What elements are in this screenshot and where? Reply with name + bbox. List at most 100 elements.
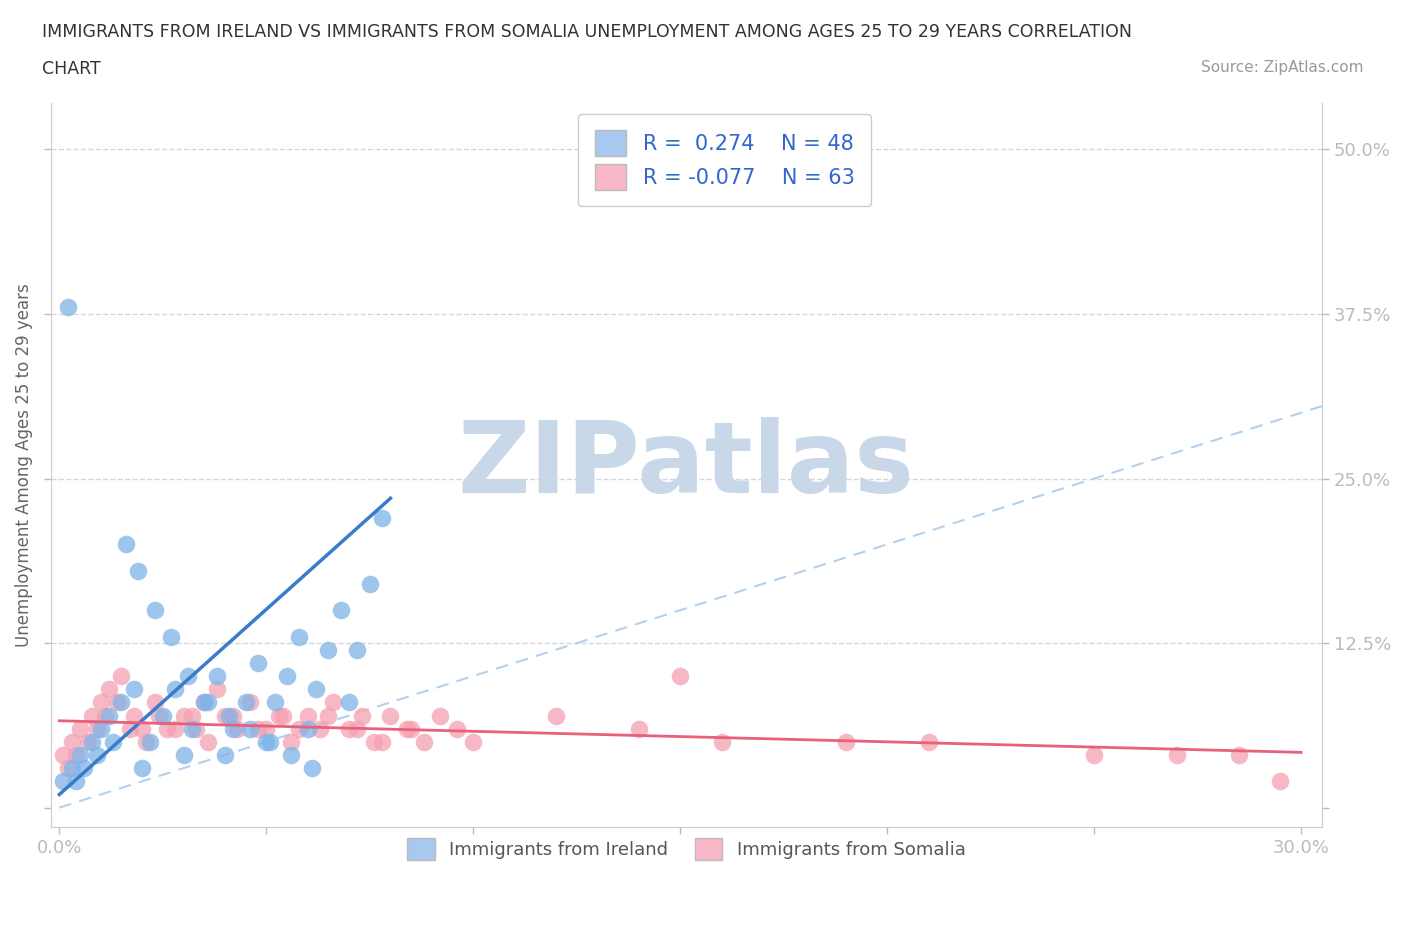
Point xyxy=(205,669,228,684)
Point xyxy=(148,708,170,723)
Text: ZIPatlas: ZIPatlas xyxy=(458,417,915,514)
Point xyxy=(139,735,162,750)
Point xyxy=(226,722,249,737)
Point xyxy=(350,708,373,723)
Point xyxy=(305,682,328,697)
Point xyxy=(98,708,121,723)
Point xyxy=(193,695,215,710)
Point xyxy=(318,708,340,723)
Point xyxy=(380,708,402,723)
Point xyxy=(371,735,394,750)
Point xyxy=(222,722,245,737)
Point xyxy=(197,695,219,710)
Point xyxy=(135,735,157,750)
Point xyxy=(105,695,128,710)
Point xyxy=(69,722,91,737)
Point xyxy=(156,722,179,737)
Point xyxy=(371,511,394,525)
Point xyxy=(917,735,939,750)
Point xyxy=(65,748,87,763)
Point xyxy=(254,722,277,737)
Point xyxy=(131,761,153,776)
Point xyxy=(627,722,650,737)
Point xyxy=(276,669,298,684)
Point xyxy=(363,735,385,750)
Point xyxy=(544,708,567,723)
Point xyxy=(288,722,311,737)
Point xyxy=(82,708,104,723)
Point xyxy=(429,708,451,723)
Point xyxy=(239,695,262,710)
Point xyxy=(346,722,368,737)
Point xyxy=(193,695,215,710)
Point xyxy=(399,722,422,737)
Point xyxy=(197,735,219,750)
Point xyxy=(271,708,294,723)
Point xyxy=(329,603,352,618)
Point xyxy=(214,748,236,763)
Point xyxy=(259,735,281,750)
Point xyxy=(337,695,360,710)
Point xyxy=(86,722,108,737)
Point xyxy=(101,735,124,750)
Point xyxy=(122,682,145,697)
Point xyxy=(214,708,236,723)
Text: IMMIGRANTS FROM IRELAND VS IMMIGRANTS FROM SOMALIA UNEMPLOYMENT AMONG AGES 25 TO: IMMIGRANTS FROM IRELAND VS IMMIGRANTS FR… xyxy=(42,23,1132,41)
Point xyxy=(254,735,277,750)
Point xyxy=(73,761,96,776)
Point xyxy=(297,708,319,723)
Point xyxy=(1270,774,1292,789)
Point xyxy=(60,761,83,776)
Point xyxy=(669,669,692,684)
Point xyxy=(322,695,344,710)
Point xyxy=(173,708,195,723)
Point xyxy=(56,300,79,315)
Point xyxy=(180,722,202,737)
Point xyxy=(118,722,141,737)
Point xyxy=(297,722,319,737)
Point xyxy=(239,722,262,737)
Point xyxy=(143,603,166,618)
Point xyxy=(122,708,145,723)
Point xyxy=(90,722,112,737)
Point xyxy=(94,708,117,723)
Point xyxy=(247,722,270,737)
Point xyxy=(110,695,132,710)
Point xyxy=(218,708,240,723)
Point xyxy=(114,537,136,551)
Legend: Immigrants from Ireland, Immigrants from Somalia: Immigrants from Ireland, Immigrants from… xyxy=(398,829,974,869)
Point xyxy=(131,722,153,737)
Point xyxy=(235,695,257,710)
Point xyxy=(127,564,149,578)
Point xyxy=(173,748,195,763)
Point xyxy=(346,643,368,658)
Point xyxy=(165,722,187,737)
Point xyxy=(463,735,485,750)
Point xyxy=(288,629,311,644)
Point xyxy=(710,735,733,750)
Point xyxy=(309,722,332,737)
Point xyxy=(160,629,183,644)
Point xyxy=(205,682,228,697)
Point xyxy=(280,735,302,750)
Point xyxy=(143,695,166,710)
Point xyxy=(52,748,75,763)
Point xyxy=(52,774,75,789)
Point xyxy=(395,722,418,737)
Y-axis label: Unemployment Among Ages 25 to 29 years: Unemployment Among Ages 25 to 29 years xyxy=(15,284,32,647)
Point xyxy=(60,735,83,750)
Point xyxy=(69,748,91,763)
Point xyxy=(82,735,104,750)
Point xyxy=(98,682,121,697)
Point xyxy=(77,735,100,750)
Point xyxy=(247,656,270,671)
Point xyxy=(359,577,381,591)
Point xyxy=(65,774,87,789)
Point xyxy=(180,708,202,723)
Point xyxy=(337,722,360,737)
Point xyxy=(222,708,245,723)
Text: Source: ZipAtlas.com: Source: ZipAtlas.com xyxy=(1201,60,1364,75)
Point xyxy=(165,682,187,697)
Point xyxy=(110,669,132,684)
Text: CHART: CHART xyxy=(42,60,101,78)
